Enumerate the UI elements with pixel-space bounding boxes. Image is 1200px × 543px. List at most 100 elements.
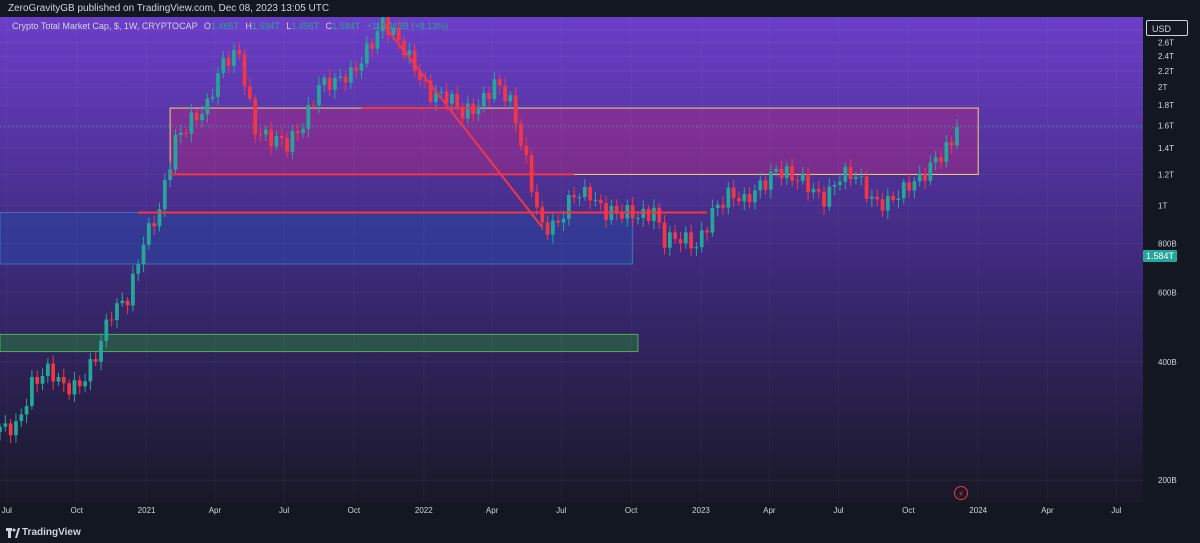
- candle-body[interactable]: [141, 244, 146, 265]
- candle-body[interactable]: [551, 220, 555, 235]
- candle-body[interactable]: [115, 303, 119, 321]
- candle-body[interactable]: [673, 232, 678, 240]
- candle-body[interactable]: [556, 220, 561, 223]
- candle-body[interactable]: [726, 187, 731, 208]
- candle-body[interactable]: [907, 182, 911, 191]
- candle-body[interactable]: [311, 105, 316, 107]
- candle-body[interactable]: [386, 17, 390, 35]
- candle-body[interactable]: [683, 232, 688, 244]
- candle-body[interactable]: [933, 157, 938, 163]
- candle-body[interactable]: [295, 131, 300, 134]
- candle-body[interactable]: [30, 376, 34, 406]
- candle-body[interactable]: [412, 50, 417, 71]
- candle-body[interactable]: [577, 197, 582, 199]
- candle-body[interactable]: [923, 173, 927, 181]
- candle-body[interactable]: [545, 222, 550, 235]
- candle-body[interactable]: [588, 187, 592, 201]
- candle-body[interactable]: [854, 176, 858, 179]
- candle-body[interactable]: [131, 273, 135, 306]
- candle-body[interactable]: [99, 340, 103, 362]
- candle-body[interactable]: [795, 180, 800, 182]
- candle-body[interactable]: [40, 375, 45, 384]
- candle-body[interactable]: [508, 95, 513, 102]
- candle-body[interactable]: [279, 135, 284, 139]
- candle-body[interactable]: [45, 363, 50, 376]
- candle-body[interactable]: [917, 173, 922, 182]
- candle-body[interactable]: [481, 93, 486, 107]
- candle-body[interactable]: [827, 186, 832, 207]
- candle-body[interactable]: [870, 196, 874, 199]
- candle-body[interactable]: [513, 95, 518, 124]
- candle-body[interactable]: [699, 230, 704, 248]
- candle-body[interactable]: [662, 222, 667, 248]
- candle-body[interactable]: [657, 207, 662, 223]
- candle-body[interactable]: [843, 166, 848, 182]
- candle-body[interactable]: [274, 135, 279, 147]
- candle-body[interactable]: [450, 93, 454, 104]
- candle-body[interactable]: [428, 80, 433, 102]
- candle-body[interactable]: [19, 414, 24, 422]
- candle-body[interactable]: [83, 381, 87, 387]
- candle-body[interactable]: [875, 196, 880, 200]
- candle-body[interactable]: [8, 423, 13, 436]
- candle-body[interactable]: [24, 405, 29, 415]
- candle-body[interactable]: [811, 188, 816, 193]
- candle-body[interactable]: [285, 138, 289, 152]
- candle-body[interactable]: [790, 166, 794, 181]
- candle-body[interactable]: [263, 129, 268, 135]
- candle-body[interactable]: [205, 98, 210, 115]
- candle-body[interactable]: [955, 127, 959, 146]
- candle-body[interactable]: [540, 207, 545, 223]
- candle-body[interactable]: [317, 85, 321, 106]
- candle-body[interactable]: [178, 132, 183, 135]
- candle-body[interactable]: [593, 199, 598, 201]
- candle-body[interactable]: [157, 209, 162, 227]
- candle-body[interactable]: [832, 185, 837, 187]
- candle-body[interactable]: [232, 49, 236, 66]
- candle-body[interactable]: [928, 162, 933, 181]
- candle-body[interactable]: [402, 40, 406, 56]
- candle-body[interactable]: [136, 264, 141, 274]
- candle-body[interactable]: [620, 211, 624, 219]
- candle-body[interactable]: [322, 77, 327, 86]
- candle-body[interactable]: [912, 181, 917, 191]
- candle-body[interactable]: [652, 207, 656, 222]
- candle-body[interactable]: [944, 142, 949, 162]
- candle-body[interactable]: [747, 194, 752, 203]
- candle-body[interactable]: [535, 191, 539, 208]
- candle-body[interactable]: [88, 359, 93, 382]
- currency-selector[interactable]: USD: [1146, 20, 1188, 36]
- candle-body[interactable]: [710, 208, 715, 233]
- candle-body[interactable]: [800, 174, 805, 181]
- candle-body[interactable]: [731, 187, 736, 198]
- candle-body[interactable]: [184, 132, 188, 134]
- candle-body[interactable]: [418, 70, 422, 80]
- candle-body[interactable]: [269, 129, 273, 147]
- candle-body[interactable]: [758, 180, 763, 191]
- candle-body[interactable]: [3, 423, 8, 427]
- candle-body[interactable]: [391, 27, 396, 35]
- candle-body[interactable]: [497, 79, 502, 86]
- candle-body[interactable]: [614, 206, 619, 212]
- candle-body[interactable]: [529, 154, 534, 192]
- low-zone[interactable]: [0, 333, 639, 353]
- candle-body[interactable]: [396, 27, 401, 41]
- candle-body[interactable]: [0, 426, 2, 432]
- candle-body[interactable]: [694, 247, 699, 249]
- candle-body[interactable]: [35, 376, 40, 384]
- candle-body[interactable]: [370, 43, 375, 49]
- candle-body[interactable]: [407, 50, 412, 56]
- candle-body[interactable]: [753, 190, 757, 203]
- candle-body[interactable]: [173, 134, 178, 170]
- candle-body[interactable]: [359, 63, 364, 71]
- candle-body[interactable]: [492, 79, 497, 100]
- candle-body[interactable]: [423, 79, 428, 81]
- candle-body[interactable]: [162, 179, 167, 210]
- candle-body[interactable]: [93, 359, 98, 362]
- candle-body[interactable]: [859, 176, 864, 178]
- candle-body[interactable]: [343, 76, 348, 83]
- candle-body[interactable]: [434, 92, 438, 102]
- candle-body[interactable]: [333, 77, 337, 90]
- candle-body[interactable]: [737, 197, 741, 202]
